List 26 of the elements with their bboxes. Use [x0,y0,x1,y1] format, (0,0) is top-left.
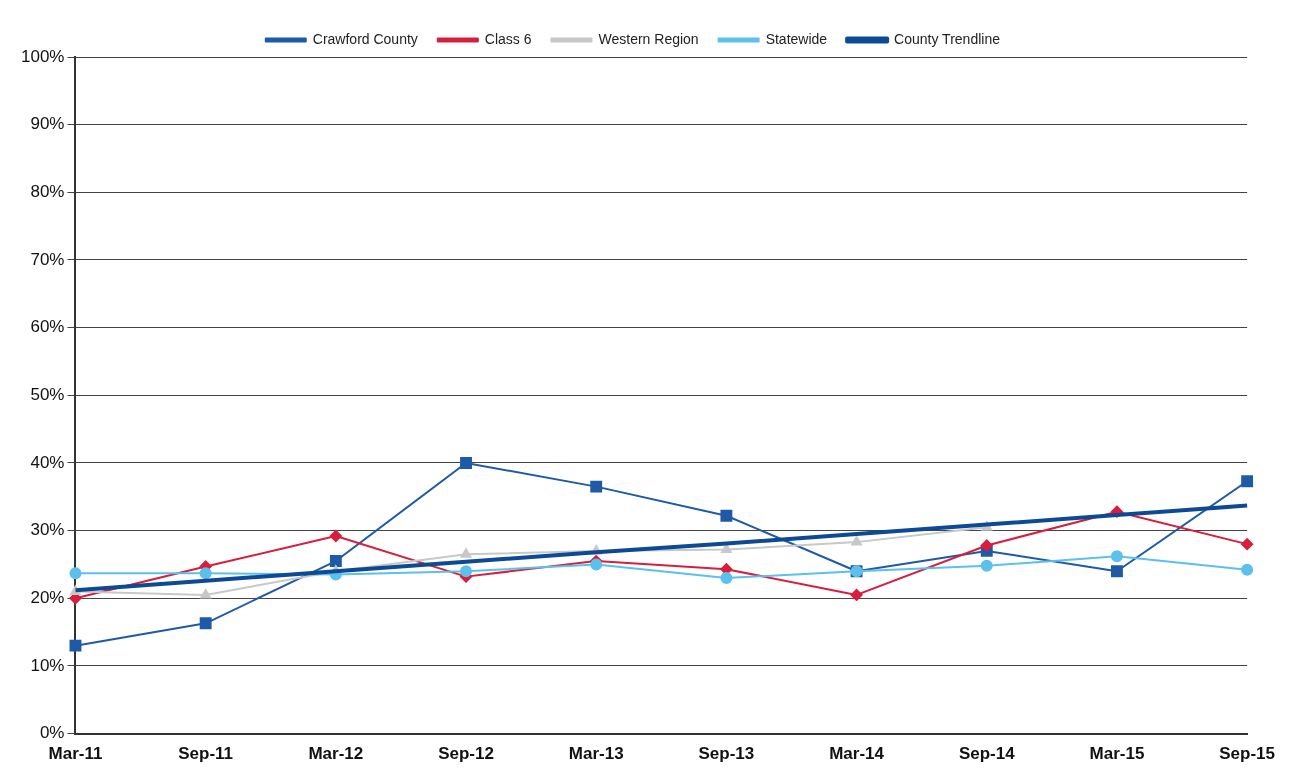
x-tick-label: Mar-15 [1089,744,1145,764]
y-tick-label: 40% [30,452,65,472]
y-tick-label: 20% [30,587,65,607]
x-tick-label: Sep-12 [438,744,494,764]
y-tick-label: 70% [30,249,65,269]
y-tick-label: 50% [30,384,65,404]
y-tick-label: 30% [30,520,65,540]
y-tick-label: 0% [39,723,65,743]
x-tick-label: Sep-11 [178,744,234,764]
legend-label: Class 6 [484,30,532,47]
y-tick-label: 10% [30,655,65,675]
y-tick-label: 100% [21,46,65,66]
x-tick-label: Sep-14 [958,744,1016,764]
x-tick-label: Mar-13 [568,744,624,764]
x-tick-label: Sep-15 [1219,744,1275,764]
x-tick-label: Mar-11 [48,744,103,764]
y-tick-label: 80% [30,182,65,202]
legend-label: Western Region [598,30,699,47]
x-tick-label: Mar-12 [308,744,364,764]
y-tick-label: 60% [30,317,65,337]
legend-label: Crawford County [312,30,418,47]
y-tick-label: 90% [30,114,65,134]
legend-label: County Trendline [894,30,1001,47]
x-tick-label: Mar-14 [829,744,885,764]
x-tick-label: Sep-13 [698,744,755,764]
legend-label: Statewide [765,30,828,47]
